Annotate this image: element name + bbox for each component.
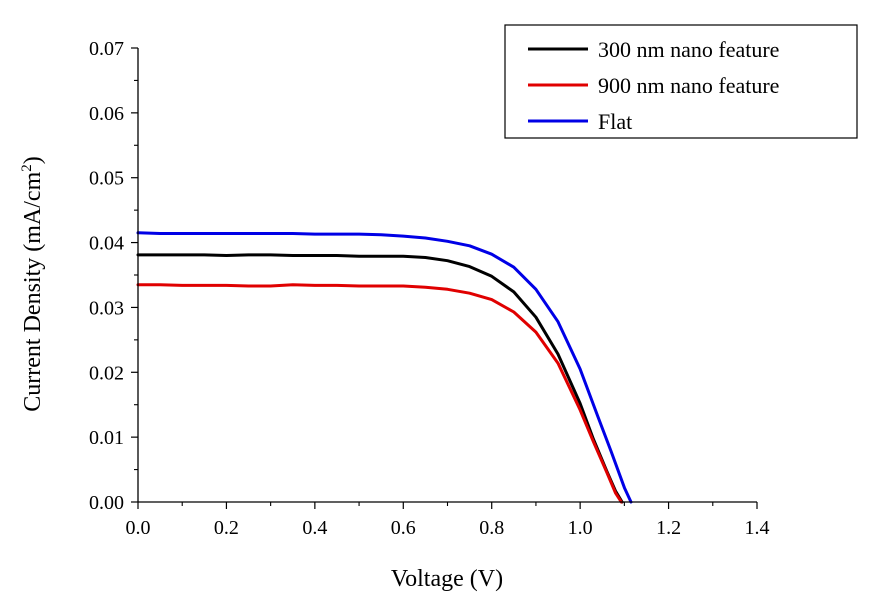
x-tick-label: 1.2 bbox=[656, 517, 681, 539]
y-tick-label: 0.05 bbox=[89, 168, 124, 190]
y-axis-title-superscript: 2 bbox=[19, 164, 35, 172]
y-tick-label: 0.01 bbox=[89, 427, 124, 449]
x-tick-label: 0.6 bbox=[391, 517, 416, 539]
plot-area bbox=[136, 231, 633, 504]
series-line-3 bbox=[136, 231, 633, 504]
x-tick-labels: 0.0 0.2 0.4 0.6 0.8 1.0 1.2 1.4 bbox=[126, 517, 770, 539]
tick-marks bbox=[131, 47, 758, 509]
x-tick-label: 0.2 bbox=[214, 517, 239, 539]
y-axis-title-text: Current Density (mA/cm bbox=[20, 171, 46, 411]
y-tick-label: 0.02 bbox=[89, 362, 124, 384]
y-axis-title-close: ) bbox=[20, 156, 46, 164]
y-tick-label: 0.06 bbox=[89, 103, 124, 125]
y-tick-labels: 0.00 0.01 0.02 0.03 0.04 0.05 0.06 0.07 bbox=[89, 38, 124, 514]
x-tick-label: 1.0 bbox=[568, 517, 593, 539]
legend-box bbox=[504, 24, 858, 139]
legend-label-3: Flat bbox=[598, 109, 632, 134]
y-tick-label: 0.03 bbox=[89, 297, 124, 319]
y-tick-label: 0.04 bbox=[89, 233, 124, 255]
y-tick-label: 0.00 bbox=[89, 492, 124, 514]
x-axis-title: Voltage (V) bbox=[391, 566, 503, 592]
legend: 300 nm nano feature 900 nm nano feature Fl… bbox=[504, 24, 858, 139]
y-axis-title: Current Density (mA/cm2) bbox=[19, 156, 46, 411]
legend-label-2: 900 nm nano feature bbox=[598, 73, 779, 98]
series-line-2 bbox=[136, 283, 623, 504]
x-tick-label: 0.0 bbox=[126, 517, 151, 539]
series-line-1 bbox=[136, 253, 624, 504]
x-tick-label: 0.4 bbox=[302, 517, 327, 539]
legend-label-1: 300 nm nano feature bbox=[598, 37, 779, 62]
x-tick-label: 0.8 bbox=[479, 517, 504, 539]
x-tick-label: 1.4 bbox=[745, 517, 770, 539]
y-tick-label: 0.07 bbox=[89, 38, 124, 60]
